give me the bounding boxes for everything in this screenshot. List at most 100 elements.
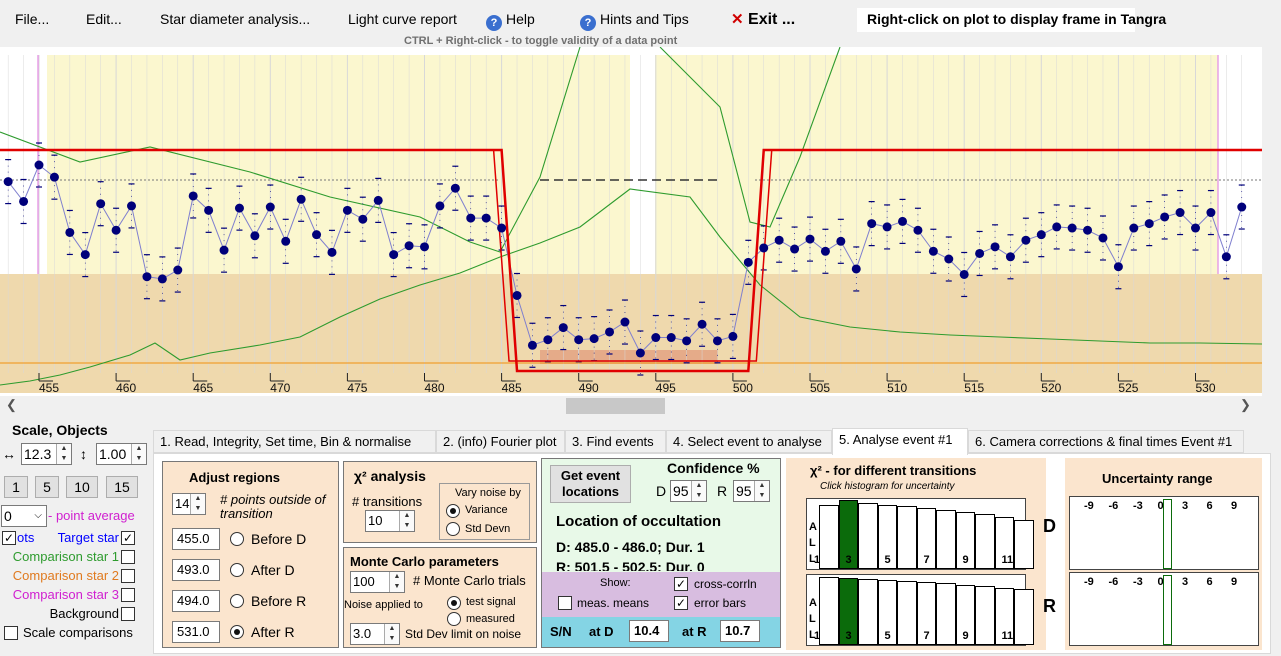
region-radio[interactable]: [230, 563, 244, 577]
menu-star-diameter[interactable]: Star diameter analysis...: [160, 11, 311, 27]
data-point[interactable]: [712, 336, 722, 346]
histogram-bar[interactable]: [819, 504, 839, 569]
h-scale-spinner[interactable]: 12.3 ▲ ▼: [21, 443, 72, 465]
data-point[interactable]: [851, 264, 861, 274]
data-point[interactable]: [1144, 219, 1154, 229]
menu-help[interactable]: ? Help: [486, 11, 535, 31]
region-value[interactable]: 493.0: [172, 559, 220, 581]
v-scale-spinner[interactable]: 1.00 ▲ ▼: [96, 443, 147, 465]
region-radio[interactable]: [230, 594, 244, 608]
data-point[interactable]: [743, 257, 753, 267]
data-point[interactable]: [1221, 252, 1231, 262]
point-average-select[interactable]: 0 ⌵: [1, 505, 47, 527]
cross-correlation-checkbox[interactable]: ✓: [674, 577, 688, 591]
data-point[interactable]: [944, 254, 954, 264]
histogram-bar[interactable]: [994, 517, 1014, 569]
histogram-bar[interactable]: [877, 579, 897, 645]
data-point[interactable]: [65, 227, 75, 237]
data-point[interactable]: [342, 205, 352, 215]
data-point[interactable]: [420, 242, 429, 252]
data-point[interactable]: [96, 199, 106, 209]
spinner-arrows-icon[interactable]: ▲ ▼: [389, 572, 404, 592]
data-point[interactable]: [805, 234, 815, 244]
meas-means-checkbox[interactable]: [558, 596, 572, 610]
r-histogram[interactable]: A L L 1 3 5 7 9 11: [806, 574, 1034, 646]
histogram-bar[interactable]: [936, 583, 956, 645]
tab-fourier-plot[interactable]: 2. (info) Fourier plot: [436, 430, 565, 453]
spinner-arrows-icon[interactable]: ▲ ▼: [131, 444, 146, 464]
data-point[interactable]: [435, 201, 445, 211]
target-star-points[interactable]: [3, 160, 1247, 358]
data-point[interactable]: [774, 235, 784, 245]
data-point[interactable]: [512, 290, 522, 300]
data-point[interactable]: [574, 335, 584, 345]
menu-hints[interactable]: ? Hints and Tips: [580, 11, 689, 31]
error-bars-checkbox[interactable]: ✓: [674, 596, 688, 610]
data-point[interactable]: [867, 219, 877, 229]
data-point[interactable]: [497, 223, 507, 233]
data-point[interactable]: [312, 230, 322, 240]
data-point[interactable]: [558, 323, 568, 333]
confidence-d-spinner[interactable]: 95 ▲ ▼: [670, 480, 707, 502]
histogram-bar[interactable]: [858, 502, 878, 569]
points-checkbox[interactable]: ✓: [2, 531, 16, 545]
data-point[interactable]: [389, 250, 399, 260]
data-point[interactable]: [34, 160, 44, 170]
data-point[interactable]: [234, 203, 244, 213]
std-devn-radio[interactable]: [446, 522, 460, 536]
data-point[interactable]: [666, 333, 676, 343]
transitions-spinner[interactable]: 10 ▲ ▼: [365, 510, 415, 532]
scale-comparisons-checkbox[interactable]: [4, 626, 18, 640]
data-point[interactable]: [836, 236, 846, 246]
data-point[interactable]: [959, 269, 969, 279]
spinner-arrows-icon[interactable]: ▲ ▼: [399, 511, 414, 531]
region-value[interactable]: 531.0: [172, 621, 220, 643]
data-point[interactable]: [1005, 252, 1015, 262]
data-point[interactable]: [1052, 222, 1062, 232]
tab-read-integrity[interactable]: 1. Read, Integrity, Set time, Bin & norm…: [153, 430, 436, 453]
data-point[interactable]: [49, 172, 59, 182]
data-point[interactable]: [1206, 208, 1216, 218]
object-checkbox[interactable]: [121, 550, 135, 564]
histogram-bar[interactable]: [858, 578, 878, 645]
data-point[interactable]: [990, 242, 1000, 252]
spinner-arrows-icon[interactable]: ▲ ▼: [384, 624, 399, 644]
scrollbar-thumb[interactable]: [566, 398, 665, 414]
data-point[interactable]: [157, 274, 167, 284]
data-point[interactable]: [127, 201, 137, 211]
data-point[interactable]: [3, 177, 13, 187]
menu-file[interactable]: File...: [15, 11, 50, 27]
object-checkbox[interactable]: [121, 588, 135, 602]
confidence-r-spinner[interactable]: 95 ▲ ▼: [733, 480, 770, 502]
histogram-bar[interactable]: [916, 582, 936, 645]
histogram-bar[interactable]: [877, 504, 897, 569]
data-point[interactable]: [1175, 208, 1185, 218]
data-point[interactable]: [1191, 223, 1200, 233]
object-checkbox[interactable]: [121, 607, 135, 621]
data-point[interactable]: [928, 246, 938, 256]
data-point[interactable]: [404, 241, 414, 251]
data-point[interactable]: [605, 327, 615, 337]
variance-radio[interactable]: [446, 504, 460, 518]
data-point[interactable]: [250, 231, 260, 241]
data-point[interactable]: [265, 202, 275, 212]
data-point[interactable]: [466, 213, 476, 223]
histogram-bar[interactable]: [897, 581, 917, 645]
data-point[interactable]: [142, 272, 152, 282]
scale-button-1[interactable]: 1: [4, 476, 28, 498]
d-histogram[interactable]: A L L 1 3 5 7 9 11: [806, 498, 1034, 570]
object-checkbox[interactable]: ✓: [121, 531, 135, 545]
histogram-bar[interactable]: [838, 577, 858, 645]
data-point[interactable]: [1083, 225, 1093, 235]
region-radio[interactable]: [230, 625, 244, 639]
scale-button-10[interactable]: 10: [66, 476, 98, 498]
light-curve-plot[interactable]: 455 460 465 470 475 480 485 490 495 500 505 510 515 5…: [0, 47, 1262, 396]
horizontal-scrollbar[interactable]: ❮ ❯: [0, 396, 1262, 416]
data-point[interactable]: [1098, 233, 1108, 243]
data-point[interactable]: [111, 225, 121, 235]
data-point[interactable]: [19, 196, 29, 206]
data-point[interactable]: [204, 205, 214, 215]
data-point[interactable]: [481, 213, 491, 223]
get-event-locations-button[interactable]: Get event locations: [550, 465, 631, 503]
histogram-bar[interactable]: [916, 508, 936, 569]
